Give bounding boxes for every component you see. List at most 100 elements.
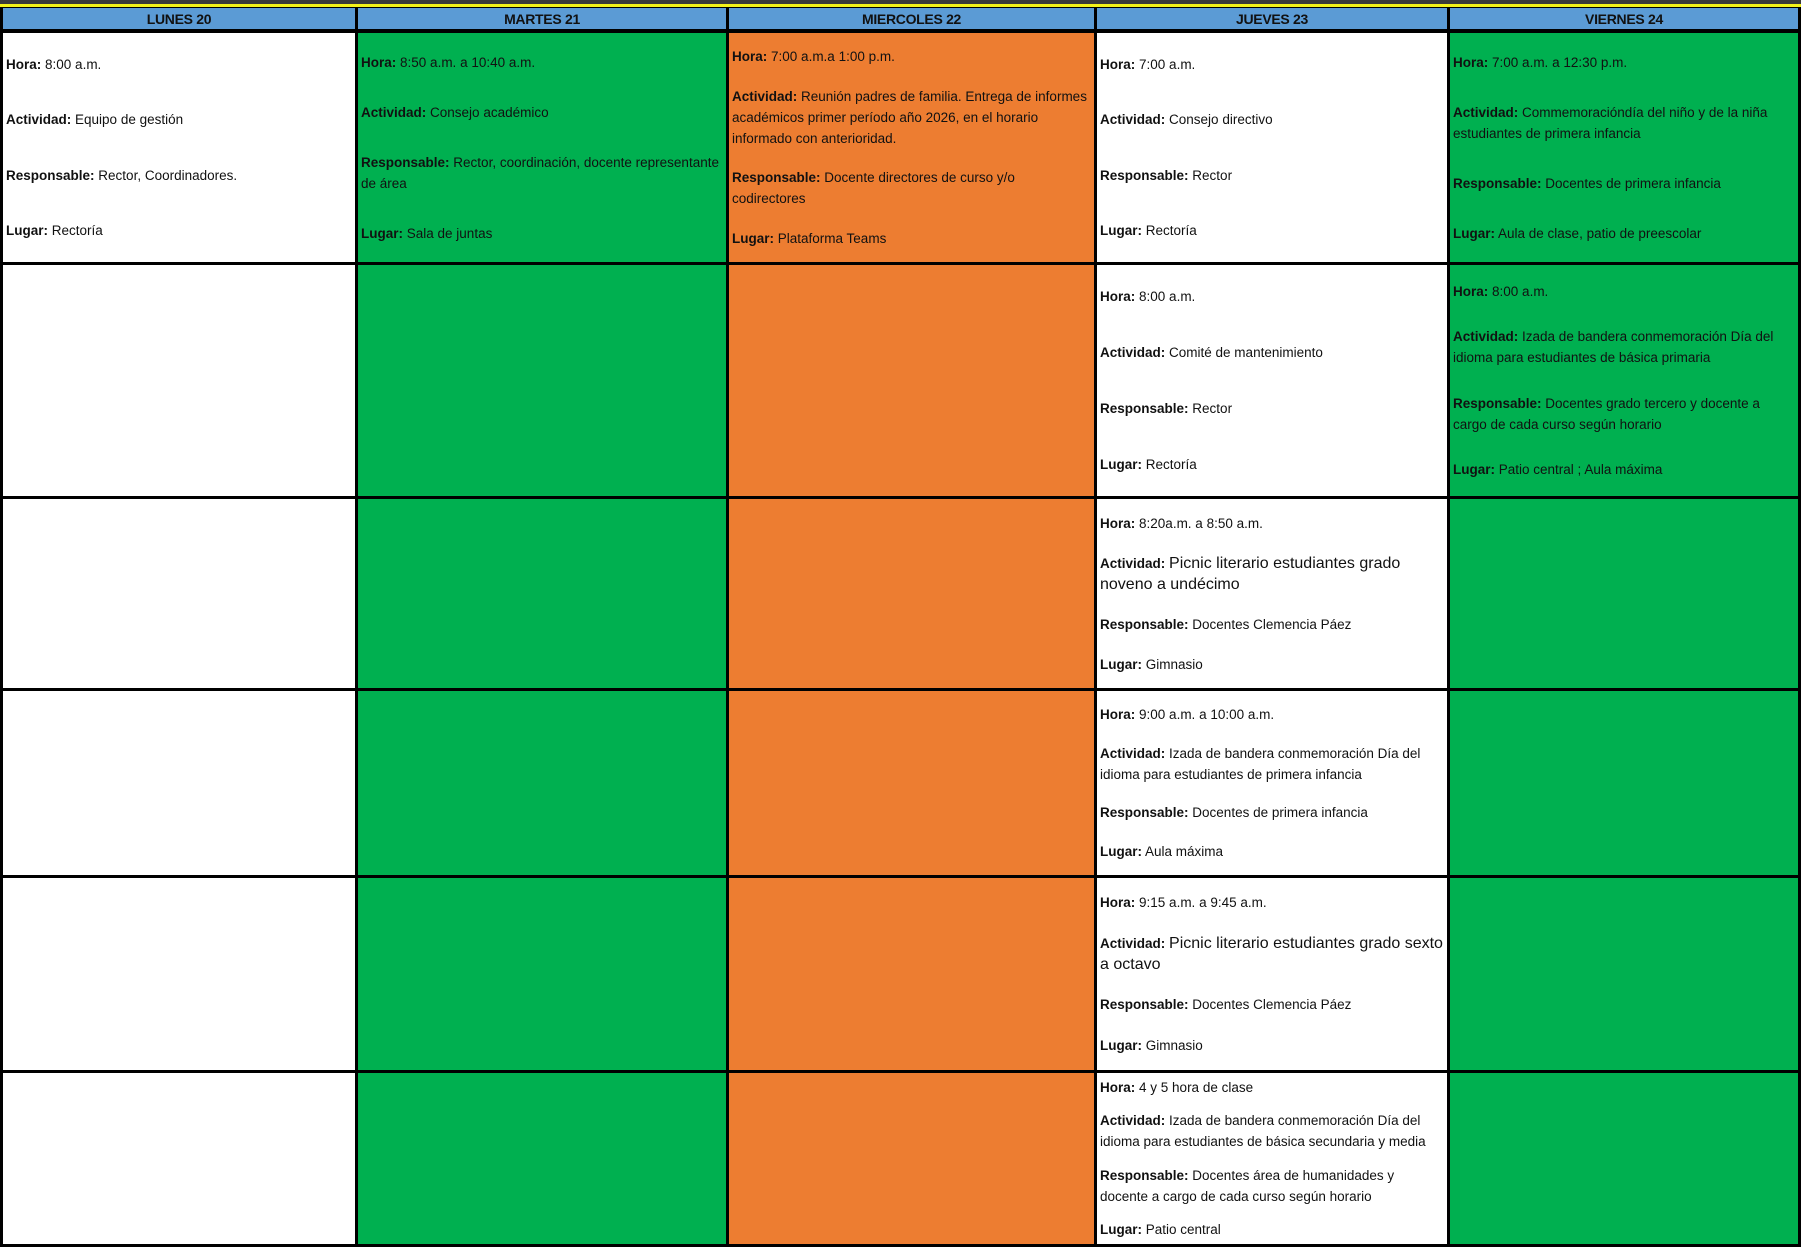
event-lugar: Lugar: Plataforma Teams bbox=[732, 228, 1092, 249]
event-responsable: Responsable: Docentes Clemencia Páez bbox=[1100, 994, 1445, 1015]
event-actividad: Actividad: Comité de mantenimiento bbox=[1100, 342, 1445, 363]
schedule-cell[interactable]: Hora: 7:00 a.m. Actividad: Consejo direct… bbox=[1097, 33, 1450, 265]
event-responsable: Responsable: Rector, coordinación, docen… bbox=[361, 152, 724, 194]
schedule-cell[interactable] bbox=[3, 878, 358, 1073]
event-actividad: Actividad: Izada de bandera conmemoració… bbox=[1100, 1110, 1445, 1152]
hora-label: Hora: bbox=[732, 49, 768, 65]
schedule-cell[interactable] bbox=[729, 265, 1097, 499]
event-lugar: Lugar: Gimnasio bbox=[1100, 654, 1445, 675]
schedule-cell[interactable] bbox=[729, 499, 1097, 691]
schedule-cell[interactable]: Hora: 8:50 a.m. a 10:40 a.m. Actividad: C… bbox=[358, 33, 729, 265]
event-responsable: Responsable: Docente directores de curso… bbox=[732, 167, 1092, 209]
responsable-value: Docente directores de curso y/o codirect… bbox=[732, 170, 1015, 207]
schedule-cell[interactable]: Hora: 8:20a.m. a 8:50 a.m. Actividad: Pic… bbox=[1097, 499, 1450, 691]
schedule-cell[interactable] bbox=[358, 1073, 729, 1247]
responsable-value: Rector bbox=[1192, 167, 1233, 183]
day-header[interactable]: LUNES 20 bbox=[3, 7, 358, 33]
schedule-cell[interactable] bbox=[3, 691, 358, 878]
event-hora: Hora: 9:00 a.m. a 10:00 a.m. bbox=[1100, 704, 1445, 725]
hora-value: 8:20a.m. a 8:50 a.m. bbox=[1139, 515, 1263, 531]
hora-value: 8:00 a.m. bbox=[1139, 289, 1196, 305]
selection-border bbox=[0, 4, 1801, 7]
hora-label: Hora: bbox=[6, 57, 42, 73]
hora-value: 8:00 a.m. bbox=[1492, 284, 1549, 300]
schedule-cell[interactable] bbox=[729, 1073, 1097, 1247]
event-actividad: Actividad: Consejo directivo bbox=[1100, 109, 1445, 130]
day-header[interactable]: JUEVES 23 bbox=[1097, 7, 1450, 33]
event-hora: Hora: 8:20a.m. a 8:50 a.m. bbox=[1100, 513, 1445, 534]
hora-value: 9:15 a.m. a 9:45 a.m. bbox=[1139, 894, 1267, 910]
schedule-cell[interactable]: Hora: 9:15 a.m. a 9:45 a.m. Actividad: Pi… bbox=[1097, 878, 1450, 1073]
schedule-cell[interactable] bbox=[3, 265, 358, 499]
responsable-value: Docentes área de humanidades y docente a… bbox=[1100, 1167, 1395, 1204]
responsable-label: Responsable: bbox=[1100, 1167, 1189, 1183]
lugar-value: Rectoría bbox=[51, 222, 103, 238]
schedule-cell[interactable]: Hora: 8:00 a.m. Actividad: Equipo de gest… bbox=[3, 33, 358, 265]
schedule-cell[interactable] bbox=[1450, 878, 1801, 1073]
day-header[interactable]: MARTES 21 bbox=[358, 7, 729, 33]
hora-label: Hora: bbox=[1100, 894, 1136, 910]
actividad-value: Consejo académico bbox=[430, 104, 549, 120]
actividad-value: Picnic literario estudiantes grado noven… bbox=[1100, 554, 1401, 593]
actividad-value: Comité de mantenimiento bbox=[1169, 345, 1323, 361]
actividad-value: Izada de bandera conmemoración Día del i… bbox=[1100, 745, 1421, 782]
hora-value: 4 y 5 hora de clase bbox=[1139, 1080, 1254, 1095]
responsable-label: Responsable: bbox=[1100, 805, 1189, 821]
schedule-cell[interactable] bbox=[358, 691, 729, 878]
lugar-value: Rectoría bbox=[1145, 456, 1197, 472]
schedule-cell[interactable] bbox=[358, 499, 729, 691]
hora-value: 7:00 a.m. bbox=[1139, 57, 1196, 73]
schedule-cell[interactable]: Hora: 4 y 5 hora de clase Actividad: Izad… bbox=[1097, 1073, 1450, 1247]
event-lugar: Lugar: Rectoría bbox=[1100, 220, 1445, 241]
event-responsable: Responsable: Docentes Clemencia Páez bbox=[1100, 614, 1445, 635]
schedule-cell[interactable] bbox=[729, 878, 1097, 1073]
lugar-value: Gimnasio bbox=[1145, 656, 1203, 672]
hora-label: Hora: bbox=[361, 54, 397, 70]
day-header[interactable]: MIERCOLES 22 bbox=[729, 7, 1097, 33]
lugar-label: Lugar: bbox=[1100, 222, 1142, 238]
event-hora: Hora: 7:00 a.m. bbox=[1100, 54, 1445, 75]
responsable-value: Docentes Clemencia Páez bbox=[1192, 997, 1352, 1013]
responsable-label: Responsable: bbox=[361, 154, 450, 170]
hora-label: Hora: bbox=[1453, 284, 1489, 300]
actividad-value: Commemoracióndía del niño y de la niña e… bbox=[1453, 104, 1768, 141]
hora-label: Hora: bbox=[1100, 289, 1136, 305]
hora-label: Hora: bbox=[1453, 54, 1489, 70]
schedule-cell[interactable]: Hora: 7:00 a.m. a 12:30 p.m. Actividad: C… bbox=[1450, 33, 1801, 265]
responsable-value: Rector, coordinación, docente representa… bbox=[361, 154, 719, 191]
event-hora: Hora: 7:00 a.m. a 12:30 p.m. bbox=[1453, 52, 1796, 73]
event-hora: Hora: 4 y 5 hora de clase bbox=[1100, 1077, 1445, 1098]
schedule-cell[interactable] bbox=[358, 878, 729, 1073]
event-responsable: Responsable: Docentes de primera infanci… bbox=[1100, 802, 1445, 823]
event-actividad: Actividad: Izada de bandera conmemoració… bbox=[1453, 326, 1796, 368]
responsable-label: Responsable: bbox=[1453, 395, 1542, 411]
actividad-label: Actividad: bbox=[1100, 1113, 1166, 1129]
responsable-label: Responsable: bbox=[1100, 400, 1189, 416]
lugar-label: Lugar: bbox=[1453, 225, 1495, 241]
responsable-label: Responsable: bbox=[1100, 616, 1189, 632]
schedule-cell[interactable]: Hora: 7:00 a.m.a 1:00 p.m. Actividad: Reu… bbox=[729, 33, 1097, 265]
actividad-value: Picnic literario estudiantes grado sexto… bbox=[1100, 934, 1443, 973]
schedule-cell[interactable] bbox=[729, 691, 1097, 878]
schedule-cell[interactable] bbox=[1450, 1073, 1801, 1247]
schedule-cell[interactable]: Hora: 8:00 a.m. Actividad: Comité de mant… bbox=[1097, 265, 1450, 499]
event-responsable: Responsable: Docentes área de humanidade… bbox=[1100, 1165, 1445, 1207]
event-responsable: Responsable: Docentes grado tercero y do… bbox=[1453, 393, 1796, 435]
lugar-value: Aula máxima bbox=[1145, 844, 1224, 860]
schedule-cell[interactable]: Hora: 9:00 a.m. a 10:00 a.m. Actividad: I… bbox=[1097, 691, 1450, 878]
event-actividad: Actividad: Commemoracióndía del niño y d… bbox=[1453, 102, 1796, 144]
schedule-cell[interactable]: Hora: 8:00 a.m. Actividad: Izada de bande… bbox=[1450, 265, 1801, 499]
responsable-label: Responsable: bbox=[732, 170, 821, 186]
schedule-cell[interactable] bbox=[3, 1073, 358, 1247]
actividad-label: Actividad: bbox=[1453, 104, 1519, 120]
event-lugar: Lugar: Patio central ; Aula máxima bbox=[1453, 459, 1796, 480]
actividad-label: Actividad: bbox=[1100, 745, 1166, 761]
hora-label: Hora: bbox=[1100, 57, 1136, 73]
schedule-cell[interactable] bbox=[1450, 691, 1801, 878]
responsable-value: Rector, Coordinadores. bbox=[98, 167, 238, 183]
lugar-value: Sala de juntas bbox=[406, 225, 493, 241]
schedule-cell[interactable] bbox=[1450, 499, 1801, 691]
schedule-cell[interactable] bbox=[358, 265, 729, 499]
schedule-cell[interactable] bbox=[3, 499, 358, 691]
day-header[interactable]: VIERNES 24 bbox=[1450, 7, 1801, 33]
